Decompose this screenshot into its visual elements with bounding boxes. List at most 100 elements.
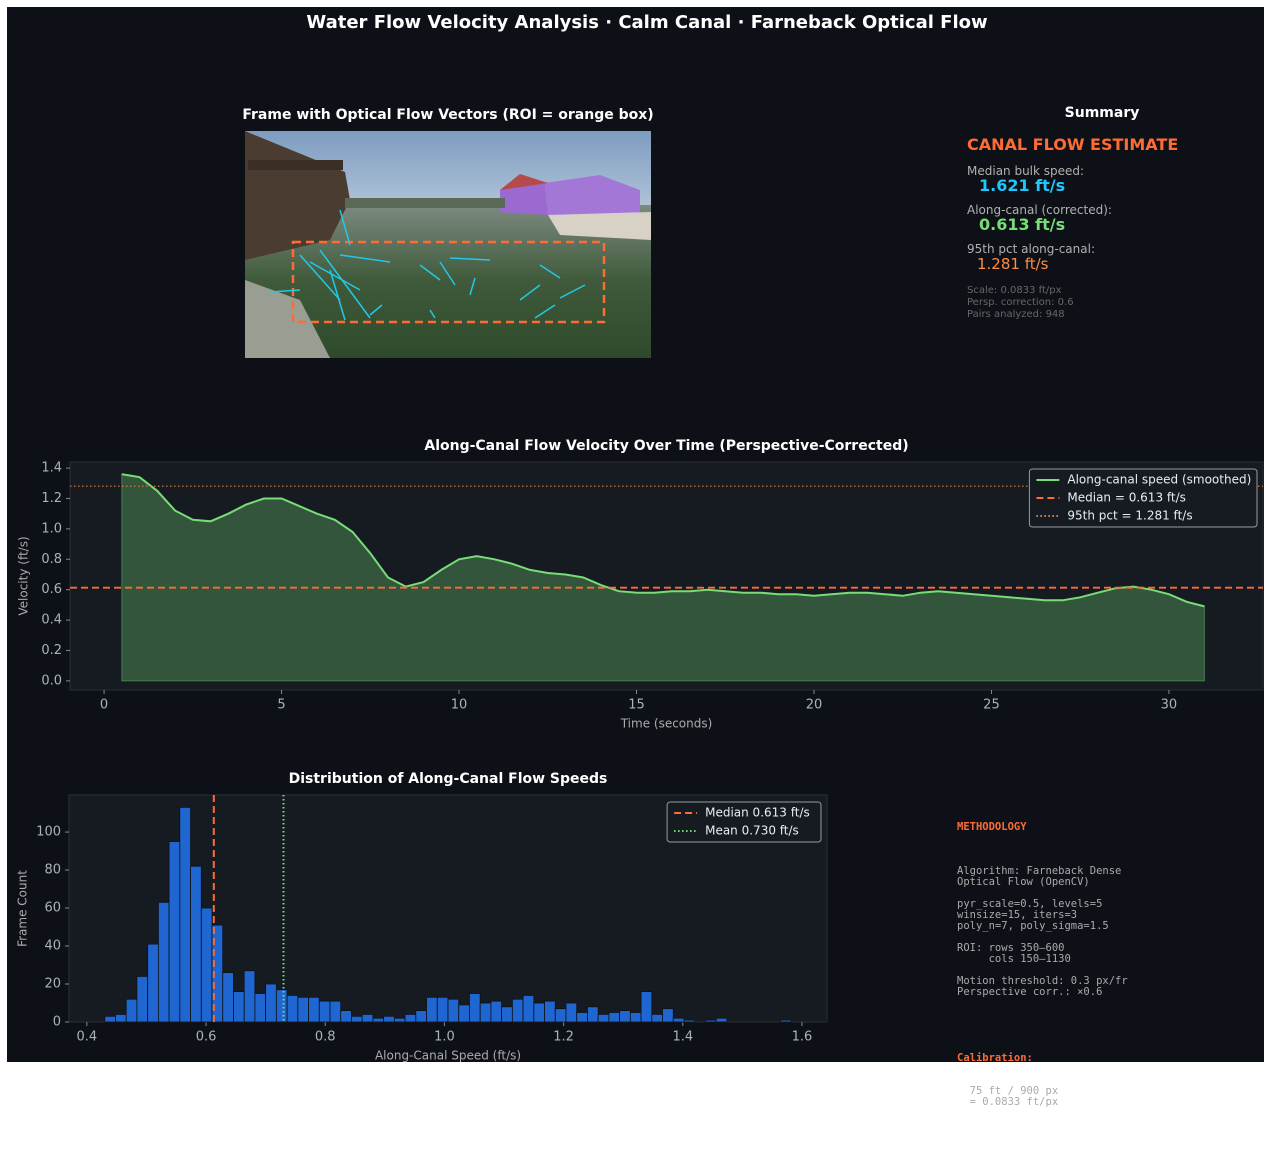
bar bbox=[266, 984, 277, 1022]
y-tick-label: 20 bbox=[44, 977, 61, 992]
bar bbox=[609, 1013, 620, 1022]
y-axis-label: Frame Count bbox=[16, 870, 30, 947]
bar bbox=[534, 1003, 545, 1022]
bar bbox=[330, 1001, 341, 1022]
page: Water Flow Velocity Analysis · Calm Cana… bbox=[0, 0, 1271, 1068]
bar bbox=[169, 842, 180, 1022]
bar bbox=[287, 995, 298, 1022]
y-axis-label: Velocity (ft/s) bbox=[17, 536, 31, 615]
method-block: ROI: rows 350–600 cols 150–1130 bbox=[957, 943, 1128, 965]
x-tick-label: 1.2 bbox=[553, 1030, 574, 1045]
x-tick-label: 25 bbox=[983, 698, 1000, 713]
bar bbox=[523, 995, 534, 1022]
bar bbox=[620, 1011, 631, 1022]
bar bbox=[566, 1003, 577, 1022]
bar bbox=[384, 1016, 395, 1022]
y-tick-label: 1.2 bbox=[41, 491, 62, 506]
bar bbox=[158, 902, 169, 1022]
summary-heading: CANAL FLOW ESTIMATE bbox=[967, 135, 1178, 154]
bar bbox=[351, 1016, 362, 1022]
bar bbox=[373, 1018, 384, 1022]
methodology-title: METHODOLOGY bbox=[957, 822, 1128, 833]
bar bbox=[459, 1005, 470, 1022]
image-title: Frame with Optical Flow Vectors (ROI = o… bbox=[242, 107, 653, 123]
method-block: pyr_scale=0.5, levels=5 winsize=15, iter… bbox=[957, 899, 1128, 932]
y-tick-label: 60 bbox=[44, 901, 61, 916]
bar bbox=[705, 1020, 716, 1022]
legend-label: 95th pct = 1.281 ft/s bbox=[1067, 509, 1192, 523]
bar bbox=[555, 1009, 566, 1022]
bar bbox=[673, 1018, 684, 1022]
x-axis-label: Along-Canal Speed (ft/s) bbox=[375, 1049, 521, 1063]
x-tick-label: 30 bbox=[1161, 698, 1178, 713]
metric-label: 95th pct along-canal: bbox=[967, 242, 1112, 256]
x-tick-label: 0.4 bbox=[77, 1030, 98, 1045]
bar bbox=[598, 1014, 609, 1022]
bar bbox=[319, 1001, 330, 1022]
x-tick-label: 0.6 bbox=[196, 1030, 217, 1045]
y-tick-label: 0.2 bbox=[41, 643, 62, 658]
note: Pairs analyzed: 948 bbox=[967, 309, 1112, 321]
x-tick-label: 1.6 bbox=[792, 1030, 813, 1045]
y-tick-label: 1.0 bbox=[41, 521, 62, 536]
calibration-text: 75 ft / 900 px = 0.0833 ft/px bbox=[957, 1086, 1128, 1108]
x-tick-label: 5 bbox=[277, 698, 285, 713]
bar bbox=[641, 992, 652, 1022]
metric-value: 0.613 ft/s bbox=[967, 217, 1112, 233]
bar bbox=[405, 1014, 416, 1022]
bar bbox=[502, 1007, 513, 1022]
bar bbox=[577, 1013, 588, 1022]
y-tick-label: 0.4 bbox=[41, 613, 62, 628]
bar bbox=[630, 1013, 641, 1022]
summary-title: Summary bbox=[967, 105, 1237, 121]
x-tick-label: 15 bbox=[628, 698, 645, 713]
y-tick-label: 80 bbox=[44, 863, 61, 878]
method-block: Algorithm: Farneback Dense Optical Flow … bbox=[957, 866, 1128, 888]
x-axis-label: Time (seconds) bbox=[620, 717, 713, 731]
metric-value: 1.281 ft/s bbox=[967, 256, 1112, 272]
bar bbox=[663, 1009, 674, 1022]
x-tick-label: 1.4 bbox=[672, 1030, 693, 1045]
methodology-panel: METHODOLOGY Algorithm: Farneback Dense O… bbox=[957, 800, 1128, 1152]
x-tick-label: 20 bbox=[806, 698, 823, 713]
bar bbox=[480, 1003, 491, 1022]
bar bbox=[105, 1016, 116, 1022]
bar bbox=[191, 866, 202, 1022]
methodology-blocks: Algorithm: Farneback Dense Optical Flow … bbox=[957, 866, 1128, 998]
bar bbox=[512, 999, 523, 1022]
bar bbox=[394, 1018, 405, 1022]
bar bbox=[126, 999, 137, 1022]
x-tick-label: 0 bbox=[100, 698, 108, 713]
bar bbox=[362, 1014, 373, 1022]
method-block: Motion threshold: 0.3 px/fr Perspective … bbox=[957, 976, 1128, 998]
y-tick-label: 1.4 bbox=[41, 461, 62, 476]
note: Scale: 0.0833 ft/px bbox=[967, 285, 1112, 297]
bar bbox=[448, 999, 459, 1022]
main-title: Water Flow Velocity Analysis · Calm Cana… bbox=[306, 12, 987, 33]
x-tick-label: 10 bbox=[451, 698, 468, 713]
y-tick-label: 0.8 bbox=[41, 552, 62, 567]
bar bbox=[137, 976, 148, 1022]
bar bbox=[148, 944, 159, 1022]
legend-label: Median 0.613 ft/s bbox=[705, 806, 810, 820]
bar bbox=[416, 1011, 427, 1022]
legend-label: Median = 0.613 ft/s bbox=[1067, 491, 1186, 505]
bar bbox=[491, 1001, 502, 1022]
bar bbox=[276, 990, 287, 1022]
video-frame bbox=[245, 131, 651, 358]
chart-title: Along-Canal Flow Velocity Over Time (Per… bbox=[424, 438, 908, 454]
bar bbox=[341, 1011, 352, 1022]
bar bbox=[587, 1007, 598, 1022]
note: Persp. correction: 0.6 bbox=[967, 297, 1112, 309]
bar bbox=[309, 997, 320, 1022]
bar bbox=[233, 992, 244, 1022]
y-tick-label: 40 bbox=[44, 939, 61, 954]
bar bbox=[201, 908, 212, 1022]
bar bbox=[781, 1020, 792, 1022]
x-tick-label: 0.8 bbox=[315, 1030, 336, 1045]
bar bbox=[652, 1014, 663, 1022]
y-tick-label: 0.0 bbox=[41, 673, 62, 688]
calibration: Calibration: 75 ft / 900 px = 0.0833 ft/… bbox=[957, 1031, 1128, 1130]
